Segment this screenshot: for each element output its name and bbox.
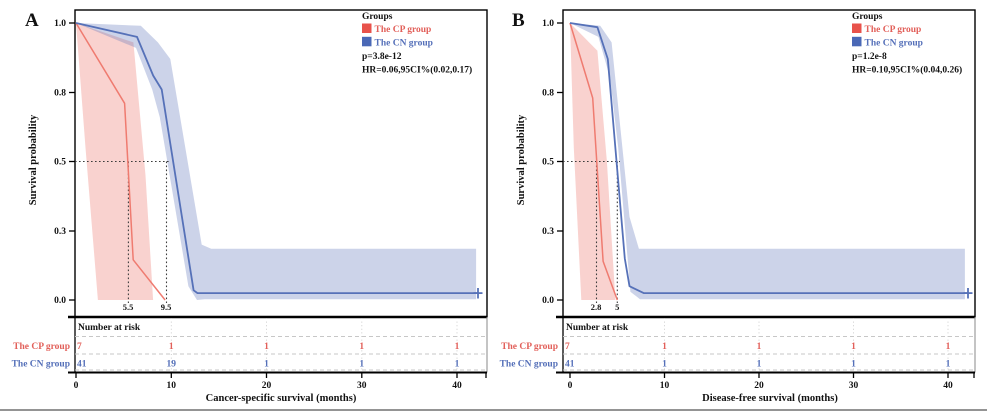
cp-survival-curve [569,22,619,301]
y-tick-label: 0.8 [54,89,66,99]
p-value: p=1.2e-8 [852,52,887,62]
cp-legend-swatch [362,23,372,33]
hazard-ratio: HR=0.06,95CI%(0.02,0.17) [362,65,472,76]
y-axis: 1.0 0.8 0.5 0.3 0.0 Survival probability [28,19,75,306]
y-tick-label: 0.3 [542,227,554,237]
x-axis: 0 10 20 30 40 Disease-free survival (mon… [556,371,975,404]
cn-risk-value: 1 [946,360,951,370]
cp-confidence-band [76,23,154,300]
x-axis-title: Disease-free survival (months) [702,393,838,404]
cn-confidence-band [76,23,477,300]
cp-risk-value: 1 [264,342,269,352]
y-axis-title: Survival probability [28,114,39,205]
panel-a-letter: A [25,10,39,31]
cn-survival-curve [569,22,968,295]
cp-median-label: 5.5 [123,302,134,312]
legend: Groups The CP group The CN group p=1.2e-… [852,12,962,76]
cn-median-label: 5 [615,302,619,312]
panel-b: B 2.8 5 1.0 0.8 0.5 0.3 0.0 Survival pro… [500,9,976,404]
cn-legend-swatch [362,36,372,47]
panel-a: A 5.5 9.5 1.0 0.8 0.5 0.3 [12,9,488,404]
y-tick-label: 1.0 [542,19,554,29]
y-tick-label: 0.0 [542,296,554,306]
cn-legend-label: The CN group [865,38,923,48]
y-tick-label: 0.5 [54,158,66,168]
y-axis-title: Survival probability [516,114,527,205]
x-tick-label: 10 [167,381,177,391]
cp-risk-value: 1 [455,342,460,352]
cp-risk-value: 1 [757,342,762,352]
risk-table: Number at risk The CP group 7 1 1 1 1 Th… [12,315,488,373]
x-tick-label: 40 [943,381,953,391]
y-tick-label: 0.0 [54,296,66,306]
hazard-ratio: HR=0.10,95CI%(0.04,0.26) [852,65,962,76]
x-tick-label: 10 [660,381,670,391]
cp-row-label: The CP group [501,342,558,352]
cn-risk-value: 19 [167,360,177,370]
y-tick-label: 0.8 [542,89,554,99]
cn-median-label: 9.5 [161,302,172,312]
y-tick-label: 0.5 [542,158,554,168]
cn-legend-swatch [852,36,862,47]
y-axis: 1.0 0.8 0.5 0.3 0.0 Survival probability [516,19,563,306]
cp-risk-value: 1 [946,342,951,352]
cn-risk-value: 41 [77,360,87,370]
p-value: p=3.8e-12 [362,52,402,62]
x-tick-label: 0 [74,381,79,391]
cp-survival-curve [75,22,166,301]
legend-title: Groups [852,12,883,22]
y-tick-label: 1.0 [54,19,66,29]
cp-row-label: The CP group [13,342,70,352]
cn-risk-value: 1 [757,360,762,370]
cn-legend-label: The CN group [375,38,433,48]
cp-risk-value: 1 [851,342,856,352]
risk-table-header: Number at risk [566,323,629,333]
y-tick-label: 0.3 [54,227,66,237]
risk-table-header: Number at risk [78,323,141,333]
x-tick-label: 30 [357,381,367,391]
risk-table: Number at risk The CP group 7 1 1 1 1 Th… [500,315,976,373]
cn-risk-value: 1 [264,360,269,370]
cp-legend-label: The CP group [375,25,432,35]
cp-risk-value: 7 [565,342,570,352]
censor-mark [473,288,483,299]
legend-title: Groups [362,12,393,22]
cp-confidence-band [570,23,616,300]
x-tick-label: 40 [452,381,462,391]
cp-risk-value: 1 [359,342,364,352]
x-tick-label: 30 [849,381,859,391]
cn-risk-value: 41 [565,360,575,370]
cn-row-label: The CN group [12,360,70,370]
cp-legend-label: The CP group [865,25,922,35]
cn-risk-value: 1 [851,360,856,370]
cp-risk-value: 1 [169,342,174,352]
cn-row-label: The CN group [500,360,558,370]
x-axis: 0 10 20 30 40 Cancer-specific survival (… [68,371,487,404]
cn-risk-value: 1 [359,360,364,370]
x-tick-label: 20 [754,381,764,391]
cp-risk-value: 1 [662,342,667,352]
x-axis-title: Cancer-specific survival (months) [206,393,357,404]
legend: Groups The CP group The CN group p=3.8e-… [362,12,472,76]
x-tick-label: 20 [262,381,272,391]
cp-risk-value: 7 [77,342,82,352]
cn-survival-curve [75,22,478,295]
x-tick-label: 0 [568,381,573,391]
cp-legend-swatch [852,23,862,33]
cn-risk-value: 1 [455,360,460,370]
panel-b-letter: B [512,10,525,31]
cn-risk-value: 1 [662,360,667,370]
cp-median-label: 2.8 [591,302,602,312]
censor-mark [963,288,973,299]
cn-confidence-band [570,23,965,300]
